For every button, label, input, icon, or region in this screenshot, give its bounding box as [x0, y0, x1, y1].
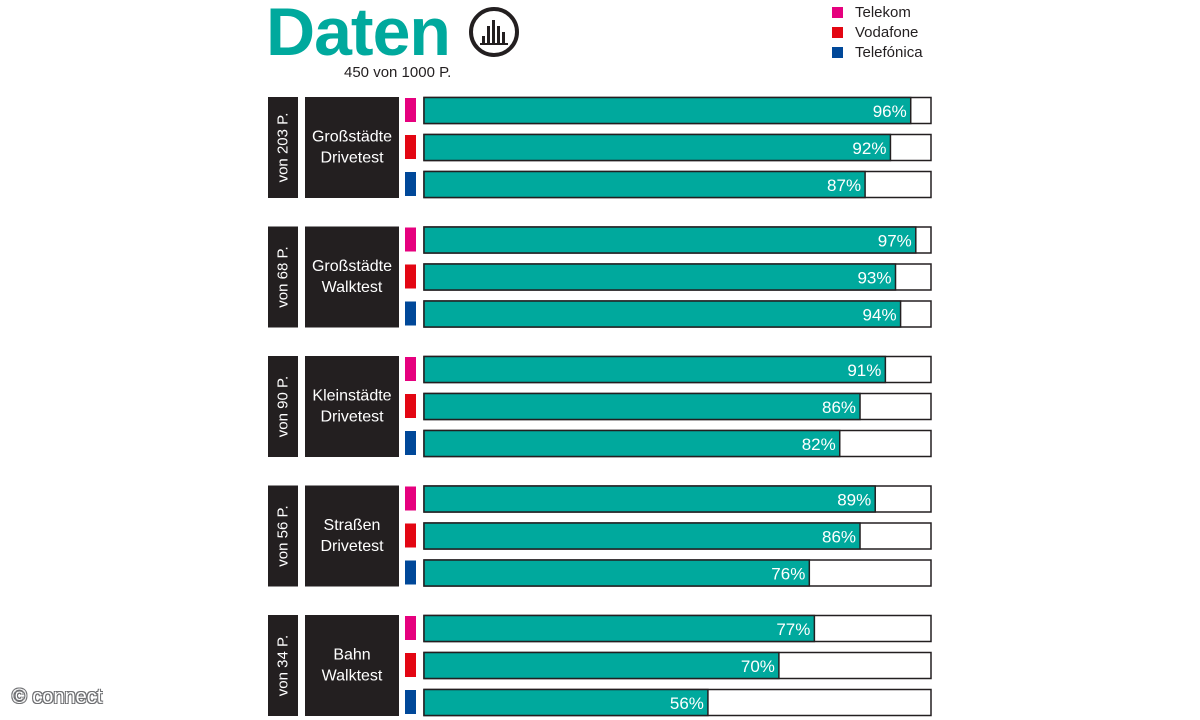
- bar: [423, 688, 709, 717]
- points-label: von 56 P.: [275, 505, 292, 566]
- category-box: [305, 226, 399, 328]
- operator-marker: [405, 357, 416, 381]
- chart-group: von 56 P. Straßen Drivetest 89% 86% 76%: [268, 485, 932, 587]
- points-box: [268, 356, 298, 457]
- bar: [423, 614, 816, 643]
- bar-value-label: 77%: [776, 620, 810, 639]
- operator-marker: [405, 172, 416, 196]
- chart-group: von 68 P. Großstädte Walktest 97% 93% 94%: [268, 226, 932, 328]
- operator-marker: [405, 264, 416, 289]
- bar: [423, 300, 902, 328]
- bar: [423, 133, 892, 162]
- operator-marker: [405, 690, 416, 714]
- operator-marker: [405, 523, 416, 548]
- points-label: von 90 P.: [275, 376, 292, 437]
- bar: [423, 392, 861, 421]
- points-label: von 68 P.: [275, 246, 292, 307]
- operator-marker: [405, 653, 416, 677]
- points-label: von 203 P.: [275, 113, 292, 183]
- bar: [423, 559, 811, 587]
- legend: Telekom Vodafone Telefónica: [832, 2, 923, 62]
- category-label: Großstädte: [312, 258, 392, 275]
- operator-marker: [405, 431, 416, 455]
- legend-item-telefonica: Telefónica: [832, 42, 923, 62]
- operator-marker: [405, 227, 416, 252]
- bar: [423, 355, 887, 384]
- category-box: [305, 356, 399, 457]
- chart-group: von 90 P. Kleinstädte Drivetest 91% 86% 82%: [268, 355, 932, 458]
- operator-marker: [405, 98, 416, 122]
- category-label: Großstädte: [312, 129, 392, 146]
- category-label: Drivetest: [320, 409, 384, 426]
- bar: [423, 96, 912, 125]
- chart-group: von 34 P. Bahn Walktest 77%70% 56%: [268, 614, 932, 717]
- category-label: Bahn: [333, 647, 370, 664]
- legend-label: Telefónica: [855, 43, 923, 61]
- bar-value-label: 86%: [822, 398, 856, 417]
- bar-value-label: 70%: [741, 657, 775, 676]
- bar-value-label: 97%: [878, 232, 912, 251]
- bar: [423, 485, 876, 513]
- bar-chart-circle-icon: [469, 7, 519, 57]
- category-label: Straßen: [324, 517, 381, 534]
- page-title: Daten: [266, 0, 451, 70]
- bar-value-label: 89%: [837, 491, 871, 510]
- bar: [423, 522, 861, 550]
- bar-value-label: 56%: [670, 694, 704, 713]
- copyright-notice: © connect: [12, 686, 103, 708]
- category-label: Drivetest: [320, 538, 384, 555]
- points-box: [268, 226, 298, 328]
- legend-label: Telekom: [855, 3, 911, 21]
- operator-marker: [405, 135, 416, 159]
- bar-value-label: 91%: [847, 361, 881, 380]
- bar-value-label: 86%: [822, 528, 856, 547]
- points-box: [268, 485, 298, 587]
- category-box: [305, 615, 399, 716]
- chart-group: von 203 P. Großstädte Drivetest 96% 92% 87%: [268, 96, 932, 199]
- legend-swatch: [832, 46, 843, 58]
- bar: [423, 226, 917, 254]
- category-label: Drivetest: [320, 150, 384, 167]
- bar-value-label: 87%: [827, 176, 861, 195]
- page-subtitle: 450 von 1000 P.: [344, 64, 452, 81]
- category-label: Kleinstädte: [312, 388, 391, 405]
- points-label: von 34 P.: [275, 635, 292, 696]
- operator-marker: [405, 486, 416, 511]
- category-label: Walktest: [322, 279, 383, 296]
- legend-swatch: [832, 26, 843, 38]
- category-box: [305, 97, 399, 198]
- bar: [423, 263, 897, 291]
- bar: [423, 651, 780, 680]
- operator-marker: [405, 301, 416, 326]
- legend-swatch: [832, 6, 843, 18]
- bar-value-label: 94%: [863, 306, 897, 325]
- bar-value-label: 76%: [771, 565, 805, 584]
- points-box: [268, 97, 298, 198]
- category-box: [305, 485, 399, 587]
- bar-value-label: 82%: [802, 435, 836, 454]
- category-label: Walktest: [322, 668, 383, 685]
- legend-label: Vodafone: [855, 23, 919, 41]
- bar: [423, 170, 866, 199]
- bar-value-label: 93%: [857, 269, 891, 288]
- operator-marker: [405, 616, 416, 640]
- legend-item-telekom: Telekom: [832, 2, 923, 22]
- points-box: [268, 615, 298, 716]
- bar-value-label: 92%: [852, 139, 886, 158]
- operator-marker: [405, 394, 416, 418]
- bar-value-label: 96%: [873, 102, 907, 121]
- bar: [423, 429, 841, 458]
- operator-marker: [405, 560, 416, 585]
- legend-item-vodafone: Vodafone: [832, 22, 923, 42]
